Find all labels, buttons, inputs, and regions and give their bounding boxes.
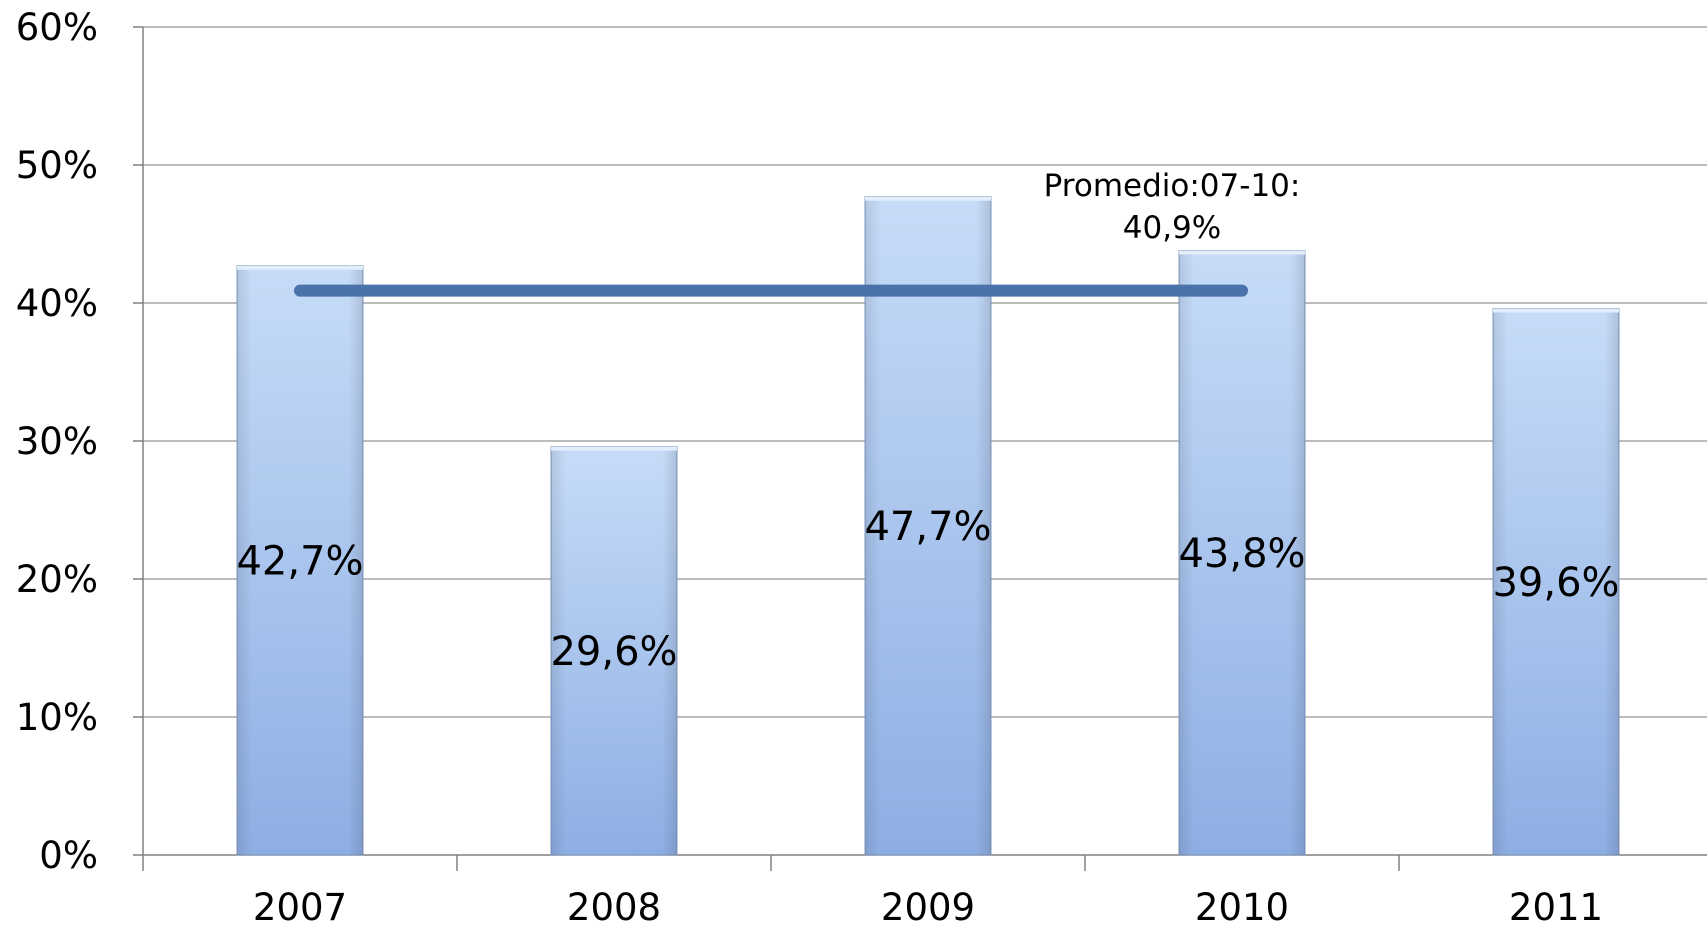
y-tick-label: 40% — [16, 282, 98, 325]
bar-top-highlight — [1179, 250, 1305, 255]
data-label: 29,6% — [550, 629, 677, 675]
labels: 0% 10% 20% 30% 40% 50% 60% 42,7% 2007 29,6% 2008 47… — [16, 6, 1620, 929]
y-tick-label: 20% — [16, 558, 98, 601]
y-tick-label: 60% — [16, 6, 98, 49]
bars — [236, 196, 1620, 856]
x-tick-label: 2010 — [1195, 886, 1289, 929]
average-annotation-line: 40,9% — [1123, 210, 1221, 246]
data-label: 47,7% — [864, 504, 991, 550]
data-label: 42,7% — [236, 538, 363, 584]
bar-top-highlight — [237, 265, 363, 270]
x-tick-label: 2007 — [253, 886, 347, 929]
x-tick-label: 2011 — [1509, 886, 1603, 929]
bar-top-highlight — [1493, 308, 1619, 313]
bar-shading — [237, 265, 363, 855]
data-label: 43,8% — [1178, 531, 1305, 577]
bar-shading — [865, 196, 991, 856]
x-tick-label: 2008 — [567, 886, 661, 929]
y-tick-label: 0% — [39, 834, 98, 877]
bar-shading — [1179, 250, 1305, 855]
data-label: 39,6% — [1492, 560, 1619, 606]
y-tick-label: 10% — [16, 696, 98, 739]
bar-top-highlight — [865, 196, 991, 201]
y-tick-label: 50% — [16, 144, 98, 187]
x-tick-label: 2009 — [881, 886, 975, 929]
bar-shading — [1493, 308, 1619, 855]
bar-shading — [551, 446, 677, 855]
average-annotation-line: Promedio:07-10: — [1044, 168, 1301, 204]
bar-top-highlight — [551, 446, 677, 451]
y-tick-label: 30% — [16, 420, 98, 463]
